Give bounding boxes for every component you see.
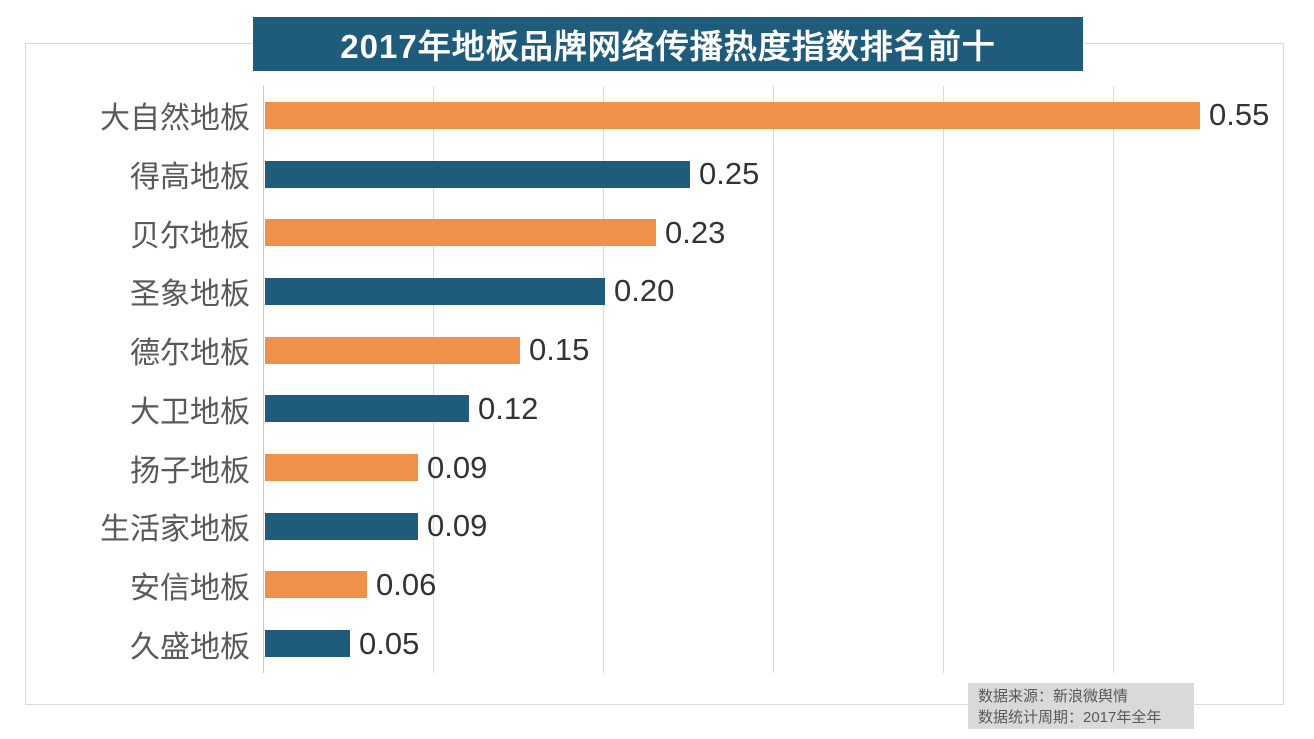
- gridline: [773, 86, 774, 673]
- bar: [265, 219, 656, 247]
- chart-title: 2017年地板品牌网络传播热度指数排名前十: [340, 28, 996, 65]
- bar: [265, 571, 367, 599]
- value-label: 0.12: [478, 390, 539, 426]
- bar-rows: 大自然地板 0.55 得高地板 0.25 贝尔地板 0.23 圣象地板 0.20 德尔地板 0.1…: [0, 86, 1314, 673]
- category-label: 扬子地板: [130, 454, 250, 488]
- category-label: 久盛地板: [130, 630, 250, 664]
- bar-row: 久盛地板 0.05: [0, 614, 1314, 673]
- data-period-line: 数据统计周期：2017年全年: [978, 709, 1162, 726]
- bar-row: 大卫地板 0.12: [0, 380, 1314, 439]
- bar-row: 圣象地板 0.20: [0, 262, 1314, 321]
- category-label: 生活家地板: [100, 513, 250, 547]
- bar-row: 扬子地板 0.09: [0, 438, 1314, 497]
- category-label: 得高地板: [130, 161, 250, 195]
- bar-row: 大自然地板 0.55: [0, 86, 1314, 145]
- bar-row: 得高地板 0.25: [0, 145, 1314, 204]
- bar-row: 安信地板 0.06: [0, 556, 1314, 615]
- bar: [265, 395, 469, 423]
- category-label: 德尔地板: [130, 337, 250, 371]
- value-label: 0.06: [376, 566, 437, 602]
- value-label: 0.25: [699, 156, 760, 192]
- value-label: 0.20: [614, 273, 675, 309]
- bar-row: 贝尔地板 0.23: [0, 203, 1314, 262]
- bar: [265, 160, 690, 188]
- bar: [265, 277, 605, 305]
- bar: [265, 454, 418, 482]
- bar-row: 生活家地板 0.09: [0, 497, 1314, 556]
- bar: [265, 336, 520, 364]
- gridline: [1113, 86, 1114, 673]
- bar-row: 德尔地板 0.15: [0, 321, 1314, 380]
- category-label: 大卫地板: [130, 395, 250, 429]
- category-axis-line: [263, 86, 264, 673]
- gridline: [603, 86, 604, 673]
- category-label: 安信地板: [130, 571, 250, 605]
- category-label: 圣象地板: [130, 278, 250, 312]
- category-label: 大自然地板: [100, 102, 250, 136]
- value-label: 0.15: [529, 332, 590, 368]
- gridline: [943, 86, 944, 673]
- value-label: 0.09: [427, 449, 488, 485]
- gridline: [433, 86, 434, 673]
- data-source-line: 数据来源：新浪微舆情: [978, 688, 1129, 705]
- value-label: 0.09: [427, 508, 488, 544]
- value-label: 0.23: [665, 214, 726, 250]
- bar: [265, 101, 1200, 129]
- value-label: 0.55: [1209, 97, 1270, 133]
- category-label: 贝尔地板: [130, 219, 250, 253]
- data-source-box: 数据来源：新浪微舆情 数据统计周期：2017年全年: [968, 683, 1194, 729]
- value-label: 0.05: [359, 625, 420, 661]
- bar: [265, 512, 418, 540]
- chart-title-banner: 2017年地板品牌网络传播热度指数排名前十: [253, 17, 1083, 71]
- bar: [265, 630, 350, 658]
